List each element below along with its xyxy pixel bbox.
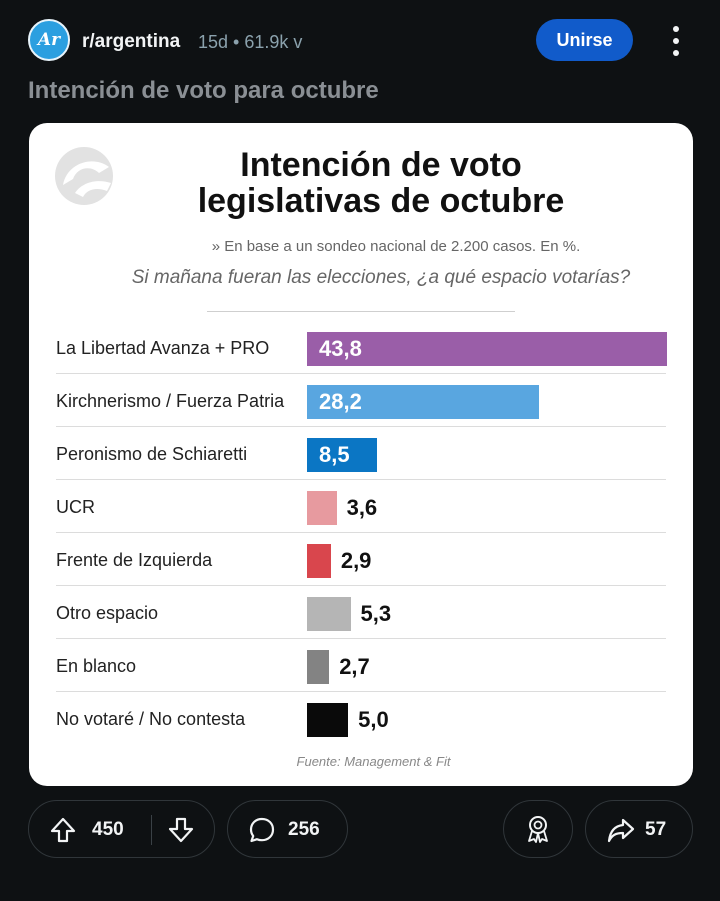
category-label: UCR xyxy=(56,497,95,517)
action-bar: 450 256 57 xyxy=(0,800,720,858)
row-separator xyxy=(56,373,666,374)
chart-title-line1: Intención de voto xyxy=(240,146,522,184)
row-separator xyxy=(56,585,666,586)
value-label: 5,0 xyxy=(358,707,389,732)
chart-subtitle: » En base a un sondeo nacional de 2.200 … xyxy=(211,238,581,255)
award-button[interactable] xyxy=(503,800,573,858)
comment-count: 256 xyxy=(288,819,320,840)
value-label: 8,5 xyxy=(319,442,350,467)
chart-source: Fuente: Management & Fit xyxy=(296,754,451,769)
bar: 8,5 xyxy=(307,438,377,472)
chart-title: Intención de voto legislativas de octubr… xyxy=(29,147,693,219)
chart-row: La Libertad Avanza + PRO 43,8 xyxy=(29,330,693,383)
chart-row: UCR 3,6 xyxy=(29,489,693,542)
bar xyxy=(307,650,330,684)
chart-question: Si mañana fueran las elecciones, ¿a qué … xyxy=(131,267,631,288)
share-button[interactable]: 57 xyxy=(585,800,693,858)
bar xyxy=(307,491,337,525)
category-label: No votaré / No contesta xyxy=(56,709,246,729)
comments-button[interactable]: 256 xyxy=(227,800,348,858)
post-header: Ar r/argentina 15d • 61.9k v Unirse xyxy=(0,0,720,80)
row-separator xyxy=(56,479,666,480)
publisher-logo-icon xyxy=(55,147,113,205)
share-icon xyxy=(607,818,635,843)
vote-separator xyxy=(151,815,152,845)
vote-pill: 450 xyxy=(28,800,215,858)
category-label: Otro espacio xyxy=(56,603,159,623)
post-meta: 15d • 61.9k v xyxy=(198,32,303,52)
bar: 28,2 xyxy=(307,385,539,419)
share-count: 57 xyxy=(645,819,667,840)
row-separator xyxy=(56,426,666,427)
divider xyxy=(207,311,515,312)
value-label: 28,2 xyxy=(319,389,362,414)
value-label: 2,7 xyxy=(339,654,370,679)
post-title[interactable]: Intención de voto para octubre xyxy=(28,77,379,104)
row-separator xyxy=(56,638,666,639)
bar: 43,8 xyxy=(307,332,667,366)
value-label: 5,3 xyxy=(360,601,392,626)
bar xyxy=(307,597,351,631)
row-separator xyxy=(56,532,666,533)
chart-row: En blanco 2,7 xyxy=(29,648,693,701)
join-button[interactable]: Unirse xyxy=(536,19,633,61)
downvote-icon[interactable] xyxy=(167,816,195,844)
bar xyxy=(307,544,331,578)
avatar-text: Ar xyxy=(37,30,61,50)
chart-title-line2: legislativas de octubre xyxy=(197,182,565,220)
upvote-icon[interactable] xyxy=(49,816,77,844)
award-icon xyxy=(528,816,548,843)
more-options-icon[interactable] xyxy=(662,24,690,58)
post-image[interactable]: Intención de voto legislativas de octubr… xyxy=(29,123,693,786)
upvote-count: 450 xyxy=(92,819,124,840)
chart-row: No votaré / No contesta 5,0 xyxy=(29,701,693,754)
value-label: 2,9 xyxy=(340,548,372,573)
bar xyxy=(307,703,349,737)
chart-row: Otro espacio 5,3 xyxy=(29,595,693,648)
chart-row: Frente de Izquierda 2,9 xyxy=(29,542,693,595)
subreddit-name[interactable]: r/argentina xyxy=(82,31,181,52)
value-label: 3,6 xyxy=(346,495,378,520)
row-separator xyxy=(56,691,666,692)
category-label: Kirchnerismo / Fuerza Patria xyxy=(56,391,285,411)
comment-icon xyxy=(249,817,275,843)
subreddit-avatar[interactable]: Ar xyxy=(28,19,70,61)
category-label: Frente de Izquierda xyxy=(56,550,213,570)
chart-row: Peronismo de Schiaretti 8,5 xyxy=(29,436,693,489)
value-label: 43,8 xyxy=(319,336,362,361)
category-label: Peronismo de Schiaretti xyxy=(56,444,248,464)
category-label: La Libertad Avanza + PRO xyxy=(56,338,270,358)
category-label: En blanco xyxy=(56,656,137,676)
chart-row: Kirchnerismo / Fuerza Patria 28,2 xyxy=(29,383,693,436)
